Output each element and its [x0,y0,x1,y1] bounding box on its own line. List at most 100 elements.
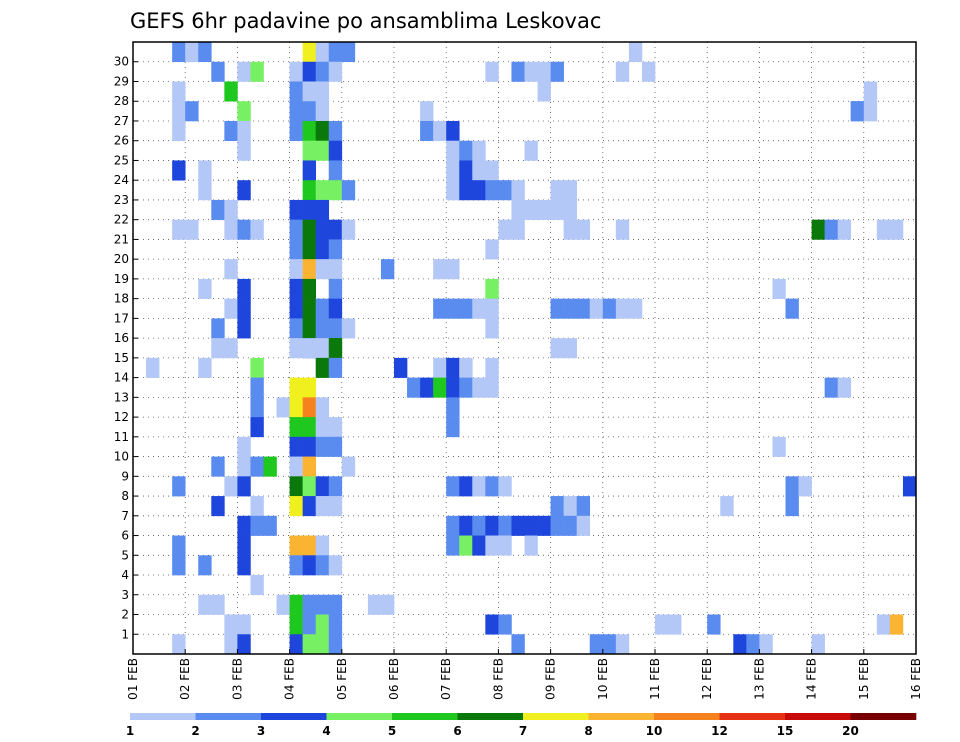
x-tick-label: 14 FEB [805,658,819,700]
legend-swatch [850,713,917,720]
heatmap-cell [615,219,630,240]
heatmap-cell [328,634,343,655]
heatmap-cell [446,535,460,556]
y-tick-label: 23 [114,193,129,207]
heatmap-cell [263,515,277,536]
legend-swatch [654,713,720,720]
heatmap-cell [772,278,786,299]
heatmap-cell [211,496,225,517]
heatmap-cell [198,594,212,615]
heatmap-cell [289,417,303,438]
heatmap-cell [563,496,577,517]
heatmap-cell [328,476,343,497]
heatmap-cell [459,160,473,181]
x-tick-label: 12 FEB [700,658,714,700]
heatmap-cell [328,496,343,517]
legend-label: 8 [584,724,592,738]
x-tick-label: 02 FEB [178,658,192,700]
heatmap-cell [328,614,343,635]
heatmap-cell [341,318,356,339]
heatmap-cell [289,338,303,359]
heatmap-cell [302,140,316,161]
y-tick-label: 17 [114,311,129,325]
heatmap-cell [250,377,264,398]
heatmap-cell [811,634,825,655]
heatmap-cell [328,140,343,161]
heatmap-cell [224,298,238,319]
legend-label: 12 [711,724,728,738]
heatmap-cell [263,456,277,477]
x-tick-label: 04 FEB [283,658,297,700]
heatmap-cell [563,180,577,201]
heatmap-cell [302,318,316,339]
y-tick-label: 22 [114,213,129,227]
heatmap-cell [289,496,303,517]
heatmap-cell [433,298,447,319]
heatmap-cell [889,219,904,240]
heatmap-cell [446,120,460,142]
heatmap-cell [224,634,238,655]
heatmap-cell [289,318,303,339]
heatmap-cell [289,555,303,576]
heatmap-cell [289,456,303,477]
heatmap-cell [302,61,316,82]
heatmap-cell [420,120,434,142]
heatmap-cell [237,120,251,142]
heatmap-cell [615,61,630,82]
heatmap-cell [459,357,473,378]
heatmap-cell [289,259,303,280]
heatmap-cell [302,239,316,260]
heatmap-cell [433,377,447,398]
heatmap-cell [668,614,682,635]
heatmap-cell [550,298,564,319]
legend-swatch [326,713,393,720]
heatmap-cell [315,436,330,457]
y-tick-label: 16 [114,331,129,345]
heatmap-cell [172,476,186,497]
heatmap-cell [589,298,604,319]
heatmap-cell [472,377,486,398]
heatmap-cell [328,298,343,319]
x-axis-ticks: 01 FEB 02 FEB 03 FEB 04 FEB 05 FEB 06 FEB 07 F… [126,649,923,700]
heatmap-cell [224,476,238,497]
heatmap-cell [341,219,356,240]
x-tick-label: 09 FEB [544,658,558,700]
y-tick-label: 10 [114,450,129,464]
heatmap-cell [459,515,473,536]
heatmap-cell [328,42,343,63]
heatmap-cell [302,634,316,655]
heatmap-cell [785,298,799,319]
heatmap-cell [328,318,343,339]
heatmap-cells [146,42,917,655]
heatmap-cell [198,42,212,63]
heatmap-cell [902,476,917,497]
heatmap-cell [315,81,330,102]
heatmap-cell [628,42,643,63]
heatmap-cell [550,496,564,517]
heatmap-cell [289,476,303,497]
heatmap-cell [315,496,330,517]
heatmap-cell [302,377,316,398]
heatmap-cell [289,535,303,556]
heatmap-cell [472,180,486,201]
heatmap-cell [498,515,512,536]
heatmap-cell [563,219,577,240]
legend-label: 1 [126,724,134,738]
heatmap-cell [433,259,447,280]
heatmap-cell [237,436,251,457]
heatmap-cell [315,140,330,161]
chart-title: GEFS 6hr padavine po ansamblima Leskovac [130,9,601,33]
heatmap-cell [172,160,186,181]
heatmap-cell [394,357,408,378]
heatmap-cell [863,81,878,102]
heatmap-cell [237,140,251,161]
heatmap-cell [302,180,316,201]
heatmap-cell [733,634,747,655]
heatmap-cell [798,476,812,497]
heatmap-cell [302,219,316,240]
heatmap-cell [302,555,316,576]
y-tick-label: 11 [114,430,129,444]
color-legend: 1 2 3 4 5 6 7 8 10 12 15 20 [126,713,917,738]
heatmap-cell [602,298,617,319]
heatmap-cell [328,259,343,280]
